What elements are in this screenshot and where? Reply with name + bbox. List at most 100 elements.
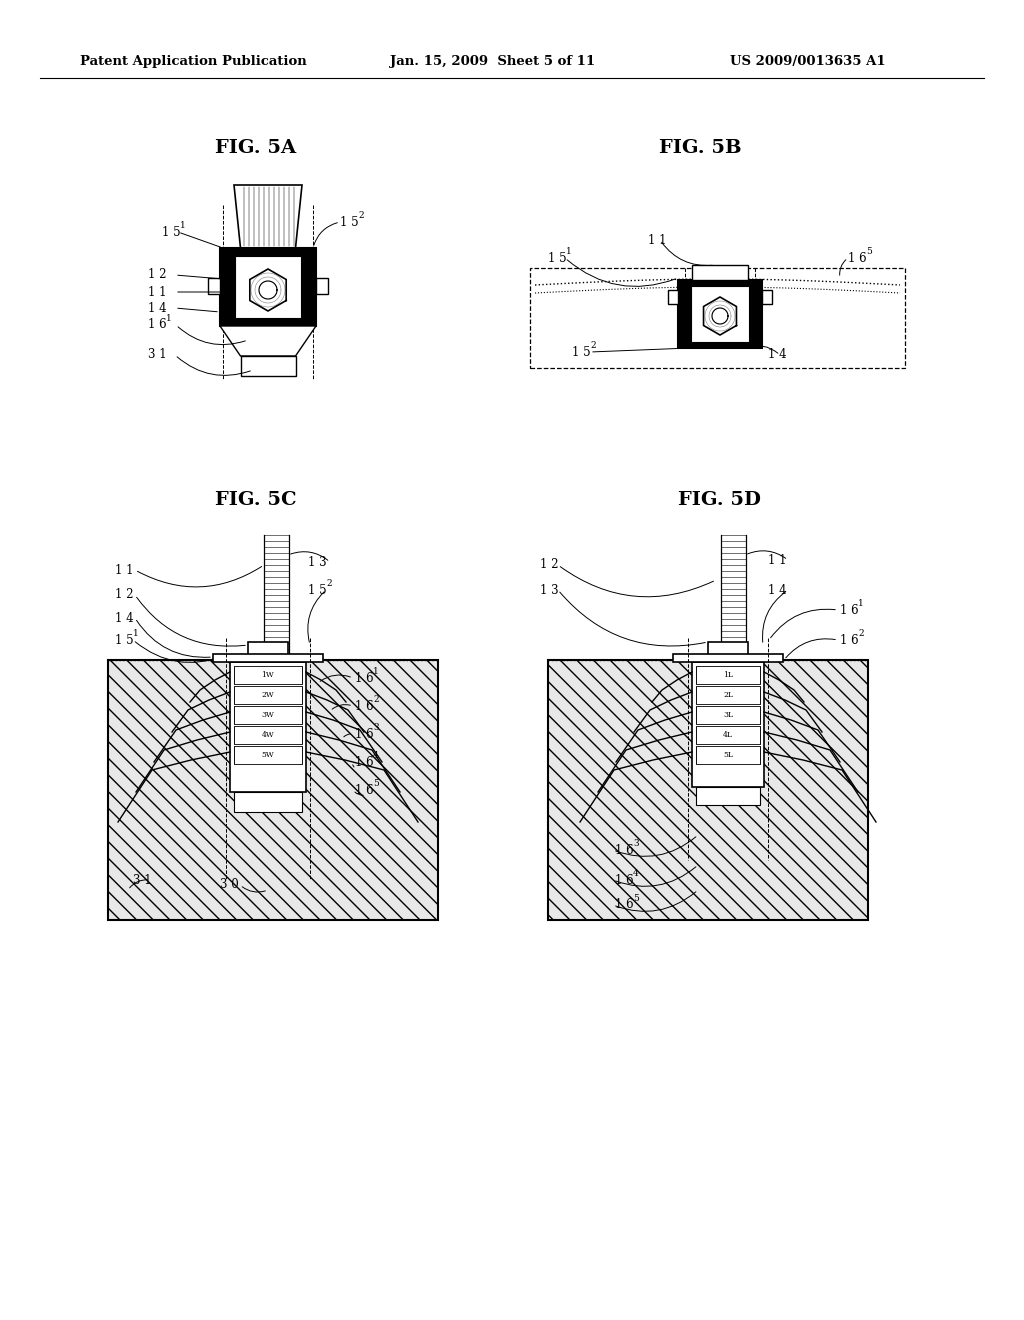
Bar — [673, 653, 783, 663]
Text: 5: 5 — [866, 247, 871, 256]
Text: 2L: 2L — [723, 690, 733, 700]
Text: 1 6: 1 6 — [355, 700, 374, 713]
Polygon shape — [234, 185, 302, 248]
Text: FIG. 5B: FIG. 5B — [658, 139, 741, 157]
Text: 2: 2 — [373, 696, 379, 704]
Bar — [234, 726, 302, 744]
Bar — [108, 660, 438, 920]
Polygon shape — [220, 326, 316, 356]
Text: 1 4: 1 4 — [148, 301, 167, 314]
Text: 1 1: 1 1 — [648, 234, 667, 247]
Text: 3L: 3L — [723, 711, 733, 719]
Text: 1 5: 1 5 — [162, 226, 180, 239]
Text: 1 1: 1 1 — [148, 285, 167, 298]
Text: 1 5: 1 5 — [572, 346, 591, 359]
Bar — [691, 286, 749, 342]
Text: 3W: 3W — [261, 711, 274, 719]
Bar — [234, 706, 302, 723]
Bar — [678, 280, 762, 348]
Text: 3 1: 3 1 — [133, 874, 152, 887]
Text: 1 6: 1 6 — [355, 727, 374, 741]
Text: 4: 4 — [373, 751, 379, 760]
Text: 5L: 5L — [723, 751, 733, 759]
Bar — [696, 706, 760, 723]
Text: 1 5: 1 5 — [308, 583, 327, 597]
Text: 1 3: 1 3 — [540, 583, 559, 597]
Bar — [696, 686, 760, 704]
Text: 1 4: 1 4 — [115, 611, 133, 624]
Text: 1L: 1L — [723, 671, 733, 678]
Text: 4L: 4L — [723, 731, 733, 739]
Bar — [234, 746, 302, 764]
Bar — [230, 663, 306, 792]
Bar — [248, 642, 288, 660]
Bar — [234, 256, 301, 318]
Text: FIG. 5A: FIG. 5A — [215, 139, 297, 157]
Text: 2: 2 — [326, 579, 332, 587]
Text: 1 6: 1 6 — [615, 843, 634, 857]
Bar — [708, 642, 748, 660]
Text: Patent Application Publication: Patent Application Publication — [80, 55, 307, 69]
Text: 3 0: 3 0 — [220, 879, 239, 891]
Bar — [213, 653, 323, 663]
Text: 2W: 2W — [261, 690, 274, 700]
Text: 1 6: 1 6 — [355, 784, 374, 796]
Bar — [668, 290, 678, 304]
Text: 1 2: 1 2 — [115, 589, 133, 602]
Text: 1 6: 1 6 — [355, 755, 374, 768]
Text: 5: 5 — [373, 779, 379, 788]
Text: 1 4: 1 4 — [768, 583, 786, 597]
Bar — [696, 667, 760, 684]
Text: 1: 1 — [373, 667, 379, 676]
Text: 1W: 1W — [261, 671, 274, 678]
Bar — [208, 279, 220, 294]
Text: 4W: 4W — [261, 731, 274, 739]
Text: 1 2: 1 2 — [148, 268, 167, 281]
Text: 1 5: 1 5 — [340, 215, 358, 228]
Text: 1 6: 1 6 — [840, 603, 859, 616]
Text: 1 6: 1 6 — [840, 634, 859, 647]
Text: 2: 2 — [358, 211, 364, 220]
Text: 3: 3 — [633, 840, 639, 847]
Bar — [696, 787, 760, 805]
Text: 1 3: 1 3 — [308, 556, 327, 569]
Text: 1 6: 1 6 — [355, 672, 374, 685]
Bar — [692, 265, 748, 280]
Text: 5W: 5W — [261, 751, 274, 759]
Text: 4: 4 — [633, 869, 639, 878]
Text: 1 5: 1 5 — [548, 252, 566, 264]
Bar — [220, 248, 316, 326]
Bar — [696, 746, 760, 764]
Bar — [316, 279, 328, 294]
Text: 1 1: 1 1 — [115, 564, 133, 577]
Text: 5: 5 — [633, 894, 639, 903]
Text: FIG. 5D: FIG. 5D — [679, 491, 762, 510]
Bar — [696, 726, 760, 744]
Bar — [530, 268, 905, 368]
Text: 1 4: 1 4 — [768, 348, 786, 362]
Text: 1 5: 1 5 — [115, 634, 133, 647]
Bar — [692, 663, 764, 787]
Text: 1: 1 — [180, 220, 185, 230]
Text: 2: 2 — [590, 341, 596, 350]
Text: 1: 1 — [166, 314, 172, 323]
Text: 1 6: 1 6 — [848, 252, 866, 264]
Text: 3 1: 3 1 — [148, 348, 167, 362]
Text: FIG. 5C: FIG. 5C — [215, 491, 297, 510]
Text: 1 6: 1 6 — [615, 874, 634, 887]
Bar — [762, 290, 772, 304]
Text: 1 6: 1 6 — [615, 899, 634, 912]
Bar — [241, 356, 296, 376]
Text: US 2009/0013635 A1: US 2009/0013635 A1 — [730, 55, 886, 69]
Bar — [548, 660, 868, 920]
Text: 3: 3 — [373, 723, 379, 733]
Text: 1: 1 — [566, 247, 571, 256]
Bar — [234, 667, 302, 684]
Text: 1 6: 1 6 — [148, 318, 167, 331]
Bar — [234, 686, 302, 704]
Text: 2: 2 — [858, 630, 863, 638]
Bar — [234, 792, 302, 812]
Text: 1 1: 1 1 — [768, 553, 786, 566]
Text: 1: 1 — [858, 599, 864, 609]
Text: 1: 1 — [133, 630, 138, 638]
